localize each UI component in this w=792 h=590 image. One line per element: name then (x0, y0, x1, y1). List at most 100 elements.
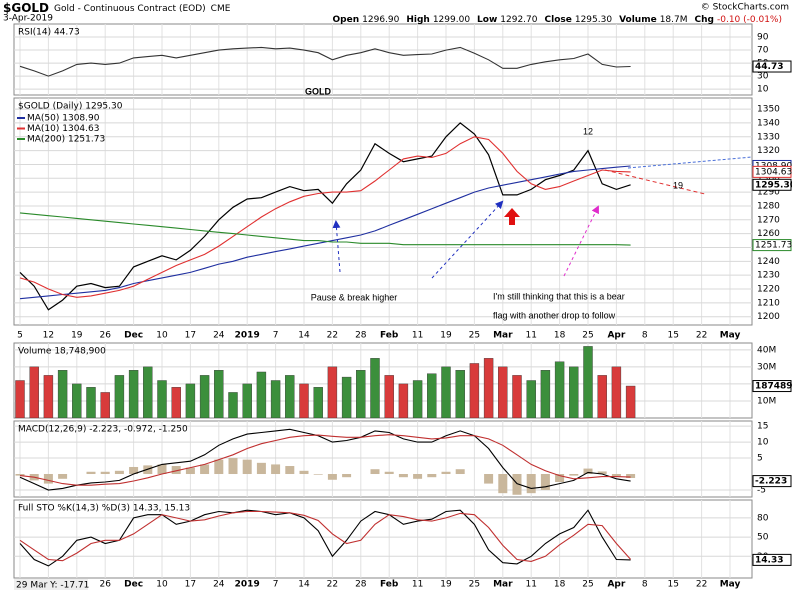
x-tick-label: 11 (525, 580, 536, 590)
bar (43, 375, 54, 418)
x-tick-label: 11 (525, 331, 536, 341)
value-tag-label: 14.33 (755, 555, 783, 565)
bar (526, 380, 536, 418)
y-tick-label: 10 (757, 85, 769, 95)
panel-frame (13, 23, 753, 96)
x-tick-label: Dec (124, 331, 143, 341)
y-tick-label: 70 (757, 46, 769, 56)
bar (483, 358, 494, 418)
bar (441, 366, 451, 418)
bar (114, 375, 125, 418)
y-tick-label: 1290 (757, 188, 780, 198)
x-tick-label: 11 (412, 331, 423, 341)
bar (157, 380, 167, 418)
bar (484, 474, 494, 484)
bar (611, 366, 622, 418)
value-tag-label: 44.73 (755, 62, 783, 72)
bar (370, 358, 380, 418)
readout-bg (14, 579, 88, 590)
bar (441, 471, 451, 475)
x-tick-label: 2019 (235, 580, 260, 590)
bar (157, 464, 167, 475)
bar (228, 392, 238, 418)
series-line (19, 212, 631, 246)
series-line (19, 122, 631, 311)
y-tick-label: 1220 (757, 285, 780, 295)
exchange: CME (211, 4, 231, 14)
x-tick-label: 24 (213, 331, 225, 341)
bar (114, 470, 124, 475)
annotation: GOLD (305, 86, 331, 96)
series-line (19, 509, 631, 567)
bar (398, 383, 409, 418)
bar (100, 392, 110, 418)
plot-area (14, 421, 752, 497)
bar (370, 469, 380, 475)
bar (228, 458, 238, 475)
name: Gold - Continuous Contract (EOD) (54, 4, 206, 14)
bar (625, 385, 636, 418)
y-tick-label: 1350 (757, 105, 780, 115)
bar (128, 370, 139, 418)
x-tick-label: 25 (469, 580, 480, 590)
bar (341, 376, 352, 418)
annotation: flag with another drop to follow (493, 310, 616, 320)
bar (597, 471, 607, 475)
bar (569, 366, 579, 418)
legend-entry: MA(50) 1308.90 (27, 114, 100, 124)
source: © StockCharts.com (701, 3, 789, 13)
series-line (19, 46, 631, 77)
x-tick-label: 25 (469, 331, 480, 341)
x-tick-label: 22 (327, 331, 338, 341)
plot-area (14, 343, 752, 418)
bar (412, 380, 423, 418)
bar (270, 380, 281, 418)
bar (327, 366, 338, 418)
x-tick-label: Dec (124, 580, 143, 590)
x-tick-label: Apr (607, 331, 625, 341)
x-tick-label: Mar (493, 580, 513, 590)
panel: 1200121012201230124012501260127012801290… (13, 97, 792, 326)
bar (200, 464, 210, 475)
bar (129, 466, 139, 475)
x-tick-label: 15 (667, 331, 678, 341)
bar (185, 467, 195, 475)
bar (15, 474, 25, 476)
x-tick-label: 2019 (235, 331, 260, 341)
x-tick-label: Mar (493, 331, 513, 341)
header-left: $GOLD Gold - Continuous Contract (EOD) CME (3, 1, 231, 15)
x-tick-label: 19 (440, 331, 452, 341)
series-line (19, 434, 631, 486)
quote-label: High (406, 15, 429, 25)
bar (512, 474, 522, 495)
value-tag (752, 178, 792, 191)
bar (611, 474, 621, 477)
value-tag-label: 1874890 (755, 382, 792, 392)
y-tick-label: 1280 (757, 201, 780, 211)
bar (384, 375, 394, 418)
x-tick-label: 19 (440, 580, 452, 590)
y-tick-label: 1240 (757, 257, 780, 267)
x-tick-label: Apr (607, 580, 625, 590)
y-tick-label: 50 (757, 533, 769, 543)
bar (143, 366, 153, 418)
bar (86, 471, 96, 475)
series-line (19, 510, 632, 562)
bar (384, 471, 394, 475)
x-tick-label: 10 (156, 580, 168, 590)
x-tick-label: 22 (696, 580, 707, 590)
quote-value: 1295.30 (575, 15, 612, 25)
arrow (332, 220, 341, 273)
bar (540, 474, 550, 490)
quote-label: Chg (695, 15, 714, 25)
ma-extension (627, 156, 753, 169)
value-tag (752, 165, 792, 178)
x-tick-label: May (720, 580, 741, 590)
x-tick-label: 28 (355, 580, 367, 590)
bar (455, 370, 465, 418)
bar (597, 375, 607, 418)
value-tag-label: 1304.63 (755, 167, 792, 177)
x-tick-label: 28 (355, 331, 367, 341)
x-tick-label: 14 (298, 331, 310, 341)
bar (498, 366, 508, 418)
